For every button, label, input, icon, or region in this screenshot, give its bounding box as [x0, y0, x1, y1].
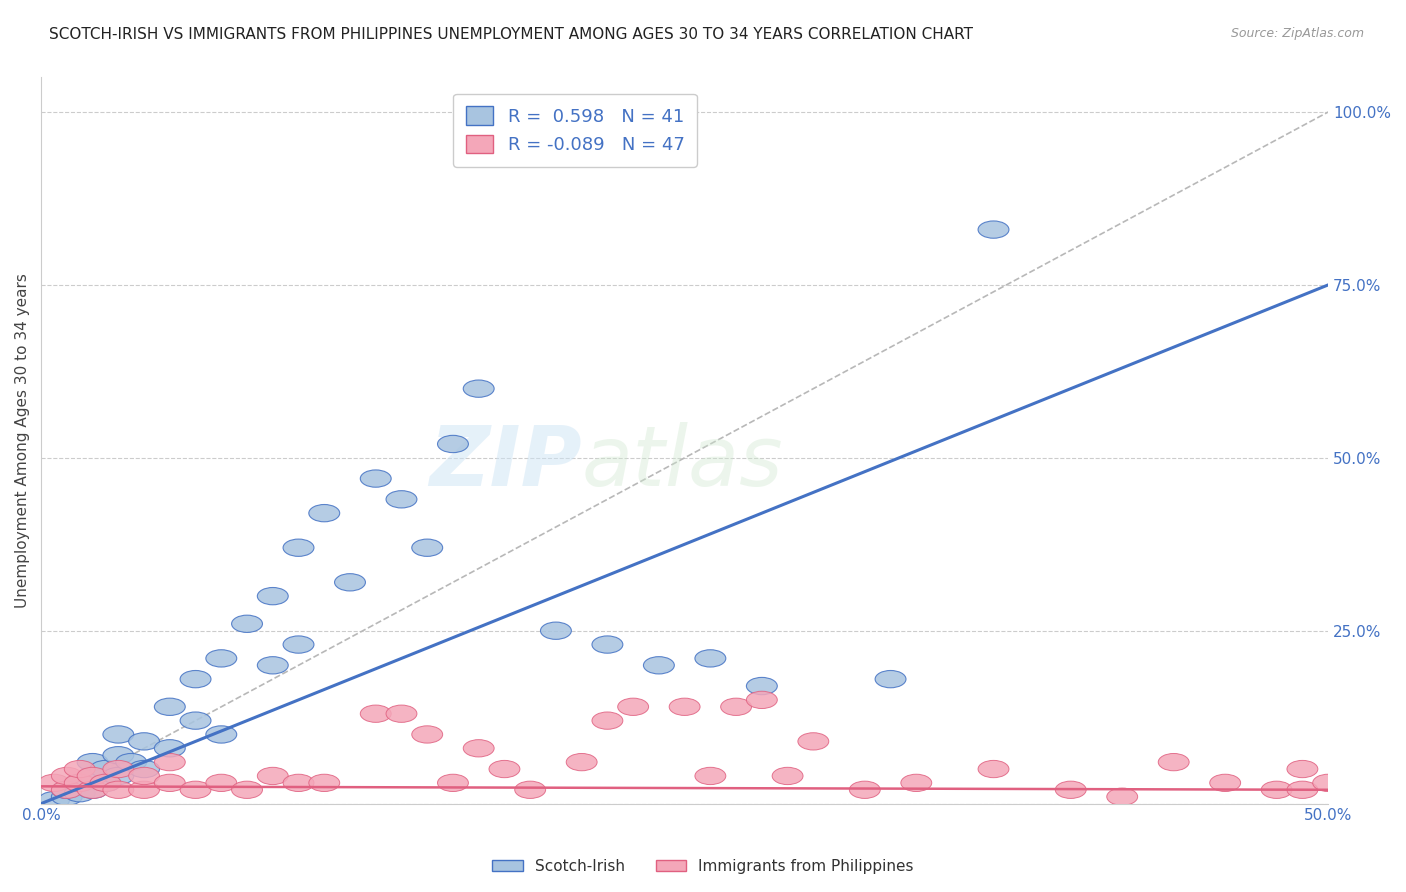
- Ellipse shape: [592, 712, 623, 730]
- Ellipse shape: [437, 435, 468, 452]
- Ellipse shape: [155, 754, 186, 771]
- Ellipse shape: [103, 747, 134, 764]
- Ellipse shape: [257, 588, 288, 605]
- Ellipse shape: [52, 767, 83, 785]
- Ellipse shape: [77, 781, 108, 798]
- Ellipse shape: [1261, 781, 1292, 798]
- Ellipse shape: [1159, 754, 1189, 771]
- Ellipse shape: [65, 785, 96, 802]
- Ellipse shape: [128, 760, 159, 778]
- Ellipse shape: [437, 774, 468, 791]
- Ellipse shape: [77, 767, 108, 785]
- Ellipse shape: [155, 774, 186, 791]
- Ellipse shape: [103, 767, 134, 785]
- Ellipse shape: [695, 649, 725, 667]
- Ellipse shape: [979, 221, 1010, 238]
- Ellipse shape: [747, 677, 778, 695]
- Ellipse shape: [103, 781, 134, 798]
- Ellipse shape: [257, 657, 288, 674]
- Ellipse shape: [77, 767, 108, 785]
- Ellipse shape: [979, 760, 1010, 778]
- Ellipse shape: [1209, 774, 1240, 791]
- Ellipse shape: [128, 767, 159, 785]
- Ellipse shape: [128, 781, 159, 798]
- Ellipse shape: [38, 774, 69, 791]
- Ellipse shape: [180, 781, 211, 798]
- Ellipse shape: [412, 539, 443, 557]
- Ellipse shape: [387, 705, 418, 723]
- Ellipse shape: [90, 774, 121, 791]
- Ellipse shape: [103, 726, 134, 743]
- Ellipse shape: [1286, 760, 1317, 778]
- Ellipse shape: [387, 491, 418, 508]
- Ellipse shape: [1286, 781, 1317, 798]
- Ellipse shape: [567, 754, 598, 771]
- Ellipse shape: [463, 380, 494, 397]
- Ellipse shape: [772, 767, 803, 785]
- Ellipse shape: [849, 781, 880, 798]
- Ellipse shape: [65, 760, 96, 778]
- Ellipse shape: [90, 760, 121, 778]
- Ellipse shape: [115, 754, 146, 771]
- Ellipse shape: [617, 698, 648, 715]
- Ellipse shape: [747, 691, 778, 708]
- Ellipse shape: [77, 781, 108, 798]
- Ellipse shape: [901, 774, 932, 791]
- Ellipse shape: [103, 760, 134, 778]
- Ellipse shape: [155, 739, 186, 757]
- Ellipse shape: [360, 705, 391, 723]
- Ellipse shape: [489, 760, 520, 778]
- Text: atlas: atlas: [582, 422, 783, 503]
- Ellipse shape: [875, 671, 905, 688]
- Ellipse shape: [155, 698, 186, 715]
- Ellipse shape: [309, 774, 340, 791]
- Ellipse shape: [205, 774, 236, 791]
- Legend: Scotch-Irish, Immigrants from Philippines: Scotch-Irish, Immigrants from Philippine…: [486, 853, 920, 880]
- Ellipse shape: [540, 622, 571, 640]
- Ellipse shape: [52, 781, 83, 798]
- Ellipse shape: [90, 774, 121, 791]
- Ellipse shape: [797, 732, 828, 750]
- Ellipse shape: [205, 649, 236, 667]
- Ellipse shape: [205, 726, 236, 743]
- Ellipse shape: [257, 767, 288, 785]
- Ellipse shape: [695, 767, 725, 785]
- Ellipse shape: [65, 774, 96, 791]
- Ellipse shape: [644, 657, 675, 674]
- Ellipse shape: [77, 754, 108, 771]
- Ellipse shape: [283, 774, 314, 791]
- Ellipse shape: [592, 636, 623, 653]
- Ellipse shape: [283, 636, 314, 653]
- Y-axis label: Unemployment Among Ages 30 to 34 years: Unemployment Among Ages 30 to 34 years: [15, 273, 30, 608]
- Ellipse shape: [309, 505, 340, 522]
- Ellipse shape: [669, 698, 700, 715]
- Ellipse shape: [38, 791, 69, 809]
- Text: SCOTCH-IRISH VS IMMIGRANTS FROM PHILIPPINES UNEMPLOYMENT AMONG AGES 30 TO 34 YEA: SCOTCH-IRISH VS IMMIGRANTS FROM PHILIPPI…: [49, 27, 973, 42]
- Ellipse shape: [721, 698, 752, 715]
- Ellipse shape: [515, 781, 546, 798]
- Text: ZIP: ZIP: [429, 422, 582, 503]
- Ellipse shape: [1056, 781, 1087, 798]
- Ellipse shape: [232, 615, 263, 632]
- Ellipse shape: [283, 539, 314, 557]
- Ellipse shape: [360, 470, 391, 487]
- Ellipse shape: [65, 774, 96, 791]
- Ellipse shape: [463, 739, 494, 757]
- Ellipse shape: [412, 726, 443, 743]
- Ellipse shape: [52, 781, 83, 798]
- Ellipse shape: [1107, 788, 1137, 805]
- Legend: R =  0.598   N = 41, R = -0.089   N = 47: R = 0.598 N = 41, R = -0.089 N = 47: [453, 94, 697, 167]
- Ellipse shape: [232, 781, 263, 798]
- Ellipse shape: [128, 732, 159, 750]
- Ellipse shape: [180, 671, 211, 688]
- Text: Source: ZipAtlas.com: Source: ZipAtlas.com: [1230, 27, 1364, 40]
- Ellipse shape: [335, 574, 366, 591]
- Ellipse shape: [52, 788, 83, 805]
- Ellipse shape: [180, 712, 211, 730]
- Ellipse shape: [1313, 774, 1344, 791]
